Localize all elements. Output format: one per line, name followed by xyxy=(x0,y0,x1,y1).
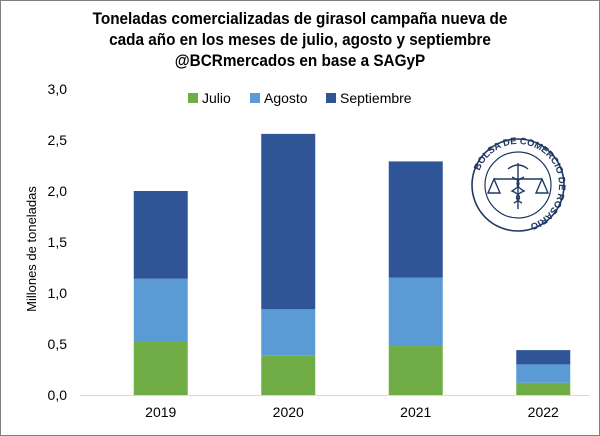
title-line-3: @BCRmercados en base a SAGyP xyxy=(174,51,426,70)
y-axis-label: Millones de toneladas xyxy=(24,186,39,312)
legend-label-septiembre: Septiembre xyxy=(340,90,412,106)
bar-julio-2020 xyxy=(261,355,316,395)
bar-septiembre-2019 xyxy=(133,191,188,279)
chart-title: Toneladas comercializadas de girasol cam… xyxy=(30,8,570,71)
x-tick-label: 2022 xyxy=(528,404,559,420)
bar-septiembre-2022 xyxy=(516,350,571,365)
bar-julio-2021 xyxy=(388,346,443,395)
bcr-logo: BOLSA DE COMERCIO DE ROSARIO xyxy=(471,136,567,232)
y-tick-label: 0,5 xyxy=(48,336,68,352)
legend-label-julio: Julio xyxy=(202,90,231,106)
title-line-2: cada año en los meses de julio, agosto y… xyxy=(109,30,491,49)
bar-agosto-2021 xyxy=(388,277,443,347)
caduceus-icon xyxy=(486,163,550,209)
x-tick-label: 2019 xyxy=(145,404,176,420)
bar-septiembre-2020 xyxy=(261,133,316,310)
x-tick-label: 2020 xyxy=(273,404,304,420)
bar-agosto-2019 xyxy=(133,278,188,342)
bar-septiembre-2021 xyxy=(388,161,443,278)
y-tick-label: 2,0 xyxy=(48,183,68,199)
y-tick-label: 1,0 xyxy=(48,285,68,301)
legend-swatch-septiembre xyxy=(326,93,336,103)
bar-julio-2019 xyxy=(133,341,188,395)
bar-agosto-2020 xyxy=(261,309,316,356)
title-line-1: Toneladas comercializadas de girasol cam… xyxy=(92,9,508,28)
bar-julio-2022 xyxy=(516,382,571,395)
x-tick-label: 2021 xyxy=(400,404,431,420)
y-tick-label: 2,5 xyxy=(48,132,68,148)
plot-area: 0,0 0,5 1,0 1,5 2,0 2,5 3,0 2019 2020 2021 2022 xyxy=(48,81,590,420)
legend-label-agosto: Agosto xyxy=(264,90,308,106)
y-tick-label: 3,0 xyxy=(48,81,68,97)
legend-swatch-julio xyxy=(188,93,198,103)
logo-inner-ring xyxy=(484,151,552,219)
bar-agosto-2022 xyxy=(516,364,571,383)
y-tick-label: 1,5 xyxy=(48,234,68,250)
y-tick-label: 0,0 xyxy=(48,387,68,403)
legend-swatch-agosto xyxy=(250,93,260,103)
legend: Julio Agosto Septiembre xyxy=(188,90,412,106)
